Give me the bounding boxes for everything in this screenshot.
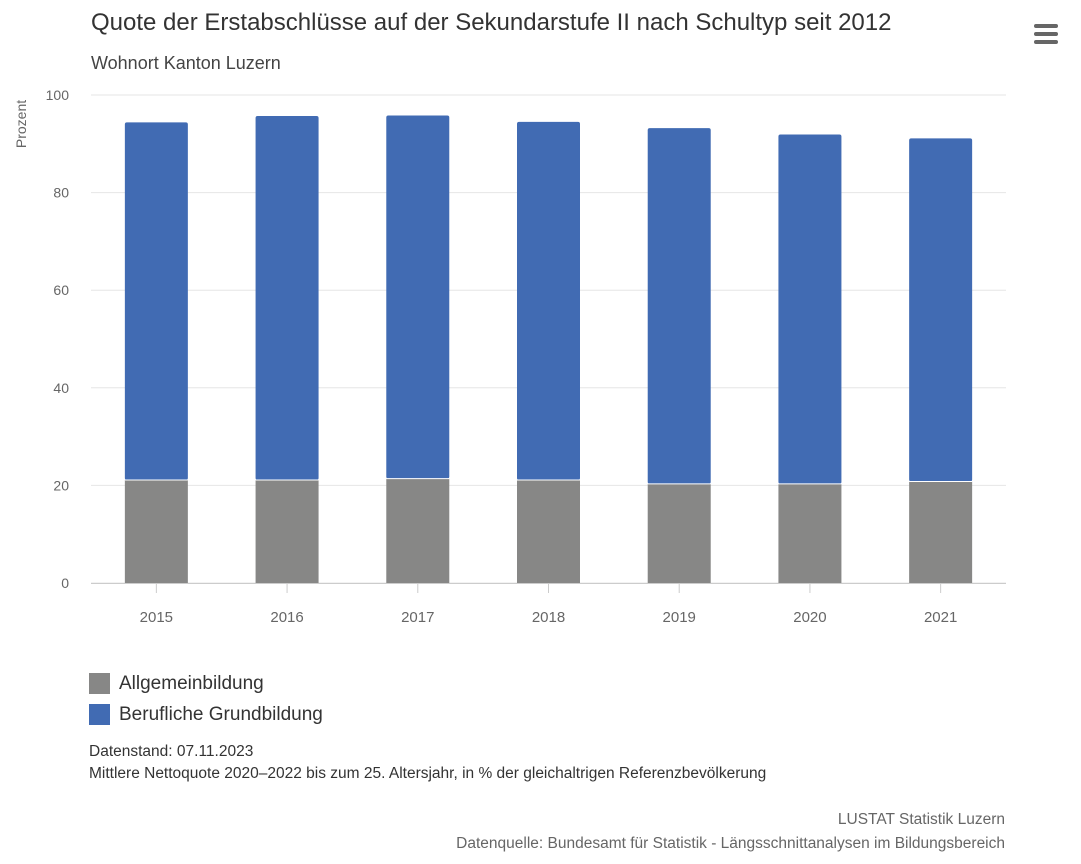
definition-note: Mittlere Nettoquote 2020–2022 bis zum 25…: [89, 765, 767, 782]
y-tick-label: 40: [53, 380, 69, 396]
bar-berufliche-grundbildung-2019[interactable]: [647, 128, 711, 484]
data-date-note: Datenstand: 07.11.2023: [89, 743, 254, 760]
y-tick-label: 0: [61, 575, 69, 591]
x-tick-label: 2015: [140, 609, 173, 626]
axes: 0 20 40 60 80 100 2015 2016 2017 2018 2019 2020 2021: [46, 87, 1006, 626]
chart-credits: LUSTAT Statistik Luzern Datenquelle: Bun…: [456, 808, 1005, 856]
legend-item-berufliche-grundbildung[interactable]: Berufliche Grundbildung: [89, 699, 323, 730]
chart-title: Quote der Erstabschlüsse auf der Sekunda…: [91, 9, 892, 36]
chart-subtitle: Wohnort Kanton Luzern: [91, 53, 281, 73]
bar-berufliche-grundbildung-2015[interactable]: [124, 122, 188, 481]
bar-allgemeinbildung-2016[interactable]: [255, 480, 319, 583]
bar-berufliche-grundbildung-2017[interactable]: [386, 115, 450, 479]
chart-notes: Datenstand: 07.11.2023 Mittlere Nettoquo…: [89, 741, 766, 785]
x-tick-label: 2020: [793, 609, 826, 626]
x-tick-label: 2018: [532, 609, 565, 626]
x-tick-label: 2019: [663, 609, 696, 626]
menu-line: [1034, 24, 1058, 28]
bar-allgemeinbildung-2021[interactable]: [909, 481, 973, 583]
bar-allgemeinbildung-2015[interactable]: [124, 480, 188, 583]
x-tick-label: 2016: [270, 609, 303, 626]
legend-label: Allgemeinbildung: [119, 672, 264, 694]
legend-label: Berufliche Grundbildung: [119, 703, 323, 725]
bar-allgemeinbildung-2017[interactable]: [386, 478, 450, 583]
publisher-credit[interactable]: LUSTAT Statistik Luzern: [837, 811, 1005, 828]
y-tick-label: 20: [53, 477, 69, 493]
hamburger-menu-icon[interactable]: [1030, 20, 1062, 48]
legend-swatch: [89, 673, 110, 694]
legend-item-allgemeinbildung[interactable]: Allgemeinbildung: [89, 668, 323, 699]
data-source-credit: Datenquelle: Bundesamt für Statistik - L…: [456, 835, 1005, 852]
bar-allgemeinbildung-2020[interactable]: [778, 483, 842, 583]
y-tick-label: 100: [46, 87, 70, 103]
bar-berufliche-grundbildung-2020[interactable]: [778, 134, 842, 484]
bar-berufliche-grundbildung-2021[interactable]: [909, 138, 973, 482]
bar-series: [124, 115, 973, 583]
y-tick-label: 80: [53, 185, 69, 201]
y-tick-label: 60: [53, 282, 69, 298]
stacked-bar-chart: 0 20 40 60 80 100 2015 2016 2017 2018 2019 2020 2021…: [13, 87, 1006, 626]
bar-berufliche-grundbildung-2018[interactable]: [517, 121, 580, 481]
legend-swatch: [89, 704, 110, 725]
bar-berufliche-grundbildung-2016[interactable]: [255, 115, 319, 481]
menu-line: [1034, 32, 1058, 36]
bar-allgemeinbildung-2019[interactable]: [647, 483, 711, 583]
x-tick-label: 2017: [401, 609, 434, 626]
y-axis-label: Prozent: [13, 100, 29, 148]
x-tick-label: 2021: [924, 609, 957, 626]
chart-legend: Allgemeinbildung Berufliche Grundbildung: [89, 668, 323, 730]
bar-allgemeinbildung-2018[interactable]: [517, 480, 580, 583]
menu-line: [1034, 40, 1058, 44]
